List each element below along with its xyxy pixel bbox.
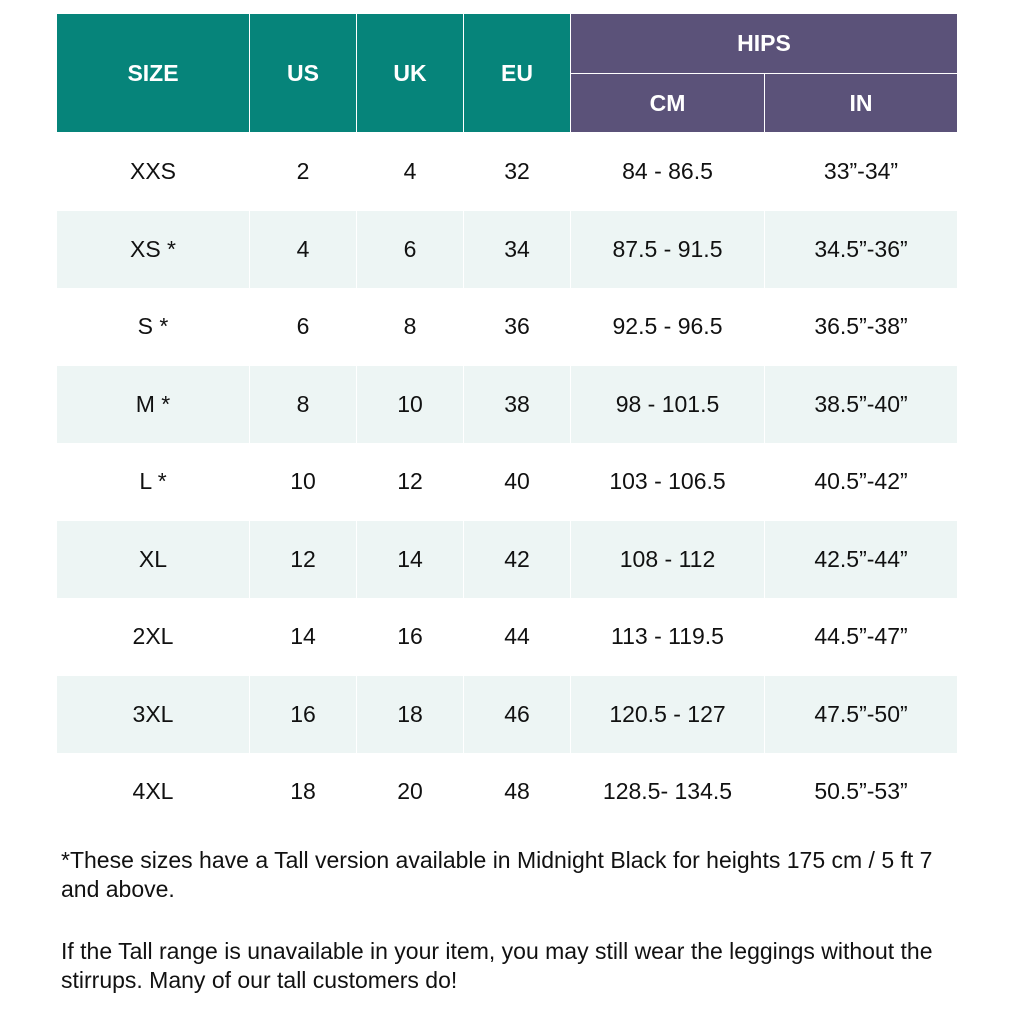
cell-us: 6 <box>249 288 357 366</box>
cell-hips-cm: 128.5- 134.5 <box>570 753 765 831</box>
tall-note: *These sizes have a Tall version availab… <box>61 847 933 902</box>
cell-uk: 20 <box>356 753 464 831</box>
tall-unavailable-note: If the Tall range is unavailable in your… <box>61 938 933 993</box>
cell-us: 14 <box>249 598 357 676</box>
cell-hips-cm: 92.5 - 96.5 <box>570 288 765 366</box>
cell-us: 16 <box>249 675 357 753</box>
cell-uk: 18 <box>356 675 464 753</box>
cell-size: S * <box>56 288 250 366</box>
cell-hips-cm: 103 - 106.5 <box>570 443 765 521</box>
cell-eu: 36 <box>463 288 571 366</box>
header-size: SIZE <box>56 13 250 133</box>
cell-eu: 42 <box>463 520 571 598</box>
footnotes: *These sizes have a Tall version availab… <box>61 846 961 1028</box>
cell-hips-cm: 98 - 101.5 <box>570 365 765 443</box>
cell-hips-cm: 113 - 119.5 <box>570 598 765 676</box>
cell-hips-cm: 120.5 - 127 <box>570 675 765 753</box>
cell-uk: 12 <box>356 443 464 521</box>
cell-hips-in: 38.5”-40” <box>764 365 958 443</box>
table-row: L * 10 12 40 103 - 106.5 40.5”-42” <box>56 443 958 521</box>
cell-eu: 44 <box>463 598 571 676</box>
cell-uk: 4 <box>356 132 464 211</box>
cell-uk: 10 <box>356 365 464 443</box>
header-hips: HIPS <box>570 13 958 74</box>
cell-us: 8 <box>249 365 357 443</box>
cell-uk: 16 <box>356 598 464 676</box>
cell-uk: 6 <box>356 210 464 288</box>
cell-size: XS * <box>56 210 250 288</box>
table-row: 4XL 18 20 48 128.5- 134.5 50.5”-53” <box>56 753 958 831</box>
cell-us: 2 <box>249 132 357 211</box>
table-row: 2XL 14 16 44 113 - 119.5 44.5”-47” <box>56 598 958 676</box>
cell-size: 2XL <box>56 598 250 676</box>
cell-hips-in: 44.5”-47” <box>764 598 958 676</box>
header-cm: CM <box>570 73 765 133</box>
cell-us: 4 <box>249 210 357 288</box>
table-row: S * 6 8 36 92.5 - 96.5 36.5”-38” <box>56 288 958 366</box>
cell-size: 3XL <box>56 675 250 753</box>
size-chart-table: SIZE US UK EU HIPS CM IN XXS 2 4 32 84 - 86.… <box>56 13 958 831</box>
cell-eu: 48 <box>463 753 571 831</box>
header-eu: EU <box>463 13 571 133</box>
cell-us: 18 <box>249 753 357 831</box>
cell-eu: 40 <box>463 443 571 521</box>
table-row: 3XL 16 18 46 120.5 - 127 47.5”-50” <box>56 675 958 753</box>
cell-hips-in: 34.5”-36” <box>764 210 958 288</box>
cell-hips-in: 40.5”-42” <box>764 443 958 521</box>
cell-hips-in: 47.5”-50” <box>764 675 958 753</box>
cell-uk: 8 <box>356 288 464 366</box>
header-uk: UK <box>356 13 464 133</box>
cell-eu: 38 <box>463 365 571 443</box>
cell-size: XL <box>56 520 250 598</box>
cell-size: 4XL <box>56 753 250 831</box>
cell-hips-cm: 108 - 112 <box>570 520 765 598</box>
header-in: IN <box>764 73 958 133</box>
cell-size: XXS <box>56 132 250 211</box>
cell-uk: 14 <box>356 520 464 598</box>
cell-hips-in: 33”-34” <box>764 132 958 211</box>
cell-eu: 34 <box>463 210 571 288</box>
cell-hips-in: 50.5”-53” <box>764 753 958 831</box>
cell-hips-cm: 87.5 - 91.5 <box>570 210 765 288</box>
table-row: M * 8 10 38 98 - 101.5 38.5”-40” <box>56 365 958 443</box>
cell-hips-in: 36.5”-38” <box>764 288 958 366</box>
cell-hips-cm: 84 - 86.5 <box>570 132 765 211</box>
cell-size: M * <box>56 365 250 443</box>
table-row: XS * 4 6 34 87.5 - 91.5 34.5”-36” <box>56 210 958 288</box>
cell-eu: 46 <box>463 675 571 753</box>
cell-eu: 32 <box>463 132 571 211</box>
cell-size: L * <box>56 443 250 521</box>
cell-us: 10 <box>249 443 357 521</box>
cell-hips-in: 42.5”-44” <box>764 520 958 598</box>
table-row: XXS 2 4 32 84 - 86.5 33”-34” <box>56 132 958 211</box>
cell-us: 12 <box>249 520 357 598</box>
table-row: XL 12 14 42 108 - 112 42.5”-44” <box>56 520 958 598</box>
header-us: US <box>249 13 357 133</box>
